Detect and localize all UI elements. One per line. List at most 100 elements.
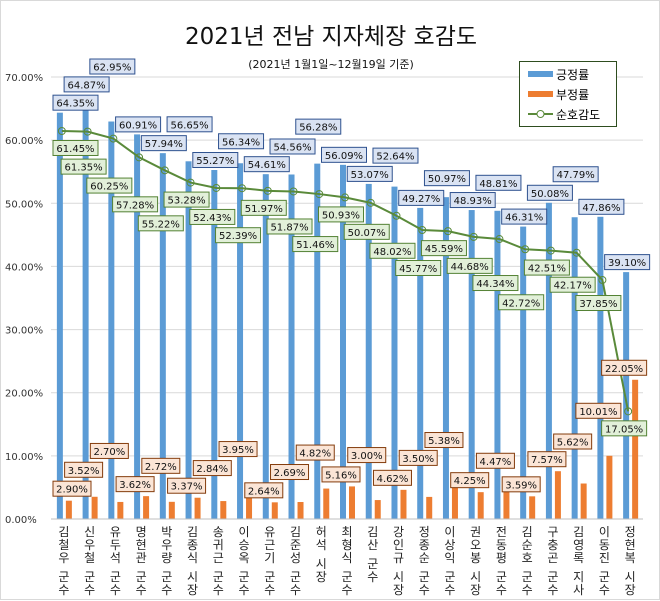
x-tick-label: 산 bbox=[367, 538, 378, 552]
x-tick-label: 종 bbox=[419, 538, 430, 552]
data-label-net-group: 37.85% bbox=[575, 295, 622, 312]
data-label-negative: 5.16% bbox=[325, 470, 357, 481]
data-label-positive-group: 50.97% bbox=[423, 170, 470, 187]
data-label-net-group: 44.34% bbox=[472, 275, 519, 292]
x-tick-label: 평 bbox=[496, 551, 507, 565]
x-tick-label: 근 bbox=[213, 551, 224, 565]
x-tick-label: 순 bbox=[522, 538, 533, 552]
data-label-positive: 60.91% bbox=[119, 120, 157, 131]
data-label-positive-group: 56.65% bbox=[166, 116, 213, 133]
data-label-negative-group: 3.95% bbox=[218, 441, 258, 458]
data-label-negative-group: 5.16% bbox=[321, 466, 361, 483]
x-tick-label: 수 bbox=[264, 583, 275, 597]
x-tick-label: 군 bbox=[110, 570, 121, 584]
bar-positive bbox=[288, 174, 295, 520]
data-label-positive-box bbox=[398, 189, 445, 206]
x-tick-label: 이 bbox=[239, 525, 250, 539]
bar-positive bbox=[262, 174, 269, 519]
x-tick-label: 군 bbox=[522, 570, 533, 584]
marker-net bbox=[186, 178, 195, 187]
data-label-negative-group: 3.00% bbox=[347, 447, 387, 464]
data-label-negative-group: 5.62% bbox=[553, 433, 593, 450]
data-label-negative-group: 3.59% bbox=[501, 476, 541, 493]
data-label-positive-box bbox=[475, 174, 522, 191]
bar-negative bbox=[246, 494, 253, 519]
x-tick-label: 승 bbox=[239, 538, 250, 552]
data-label-negative-box bbox=[64, 461, 104, 478]
data-label-negative-group: 2.69% bbox=[270, 464, 310, 481]
data-label-net: 61.45% bbox=[56, 144, 94, 155]
data-label-net: 57.28% bbox=[116, 200, 154, 211]
data-label-positive-box bbox=[52, 94, 99, 111]
data-label-net-group: 61.45% bbox=[52, 139, 99, 156]
data-label-positive-group: 50.08% bbox=[526, 184, 573, 201]
bar-positive bbox=[494, 210, 501, 519]
marker-net bbox=[418, 225, 427, 234]
data-label-net-box bbox=[86, 177, 133, 194]
data-label-positive-box bbox=[243, 156, 290, 173]
data-label-positive: 52.64% bbox=[376, 152, 414, 163]
data-label-negative-box bbox=[553, 433, 593, 450]
legend-line-marker-icon bbox=[528, 110, 553, 118]
data-label-net: 53.28% bbox=[167, 196, 205, 207]
data-label-net-group: 60.25% bbox=[86, 177, 133, 194]
marker-net bbox=[521, 245, 530, 254]
x-tick-label: 현 bbox=[625, 538, 636, 552]
x-tick-label: 수 bbox=[522, 583, 533, 597]
data-label-negative-box bbox=[475, 452, 515, 469]
data-label-negative-group: 2.90% bbox=[52, 480, 92, 497]
data-label-positive: 62.95% bbox=[93, 63, 131, 74]
x-tick-label: 록 bbox=[573, 551, 584, 565]
marker-net bbox=[392, 211, 401, 220]
marker-net bbox=[546, 246, 555, 255]
x-tick-label: 정 bbox=[419, 525, 430, 539]
bar-positive bbox=[468, 210, 475, 520]
data-label-net-group: 52.39% bbox=[215, 227, 262, 244]
legend-label-negative: 부정률 bbox=[556, 87, 590, 102]
data-label-net-box bbox=[240, 199, 287, 216]
data-label-net-box bbox=[601, 420, 648, 437]
x-tick-label: 곤 bbox=[547, 551, 558, 565]
data-label-net-group: 42.72% bbox=[498, 294, 545, 311]
x-tick-label: 김 bbox=[58, 525, 69, 539]
data-label-positive-group: 39.10% bbox=[604, 254, 651, 271]
data-label-positive-group: 64.87% bbox=[63, 76, 110, 93]
bar-positive bbox=[159, 153, 166, 520]
x-tick-label: 이 bbox=[444, 525, 455, 539]
line-net bbox=[61, 129, 630, 412]
data-label-positive-box bbox=[346, 165, 393, 182]
data-label-net: 61.35% bbox=[65, 163, 103, 174]
y-tick-label: 50.00% bbox=[5, 199, 43, 210]
data-label-positive-group: 60.91% bbox=[115, 116, 162, 133]
bar-positive bbox=[391, 186, 398, 519]
data-label-negative: 2.69% bbox=[274, 468, 306, 479]
data-label-net-group: 52.43% bbox=[189, 208, 236, 225]
x-tick-label: 군 bbox=[367, 557, 378, 571]
x-tick-label: 종 bbox=[187, 538, 198, 552]
data-label-negative: 4.82% bbox=[299, 449, 331, 460]
data-label-negative-box bbox=[372, 469, 412, 486]
data-label-positive: 50.08% bbox=[531, 189, 569, 200]
data-label-net: 51.87% bbox=[270, 222, 308, 233]
data-label-net: 48.02% bbox=[373, 247, 411, 258]
data-label-net: 44.34% bbox=[476, 279, 514, 290]
data-label-negative-box bbox=[527, 451, 567, 468]
legend-label-positive: 긍정률 bbox=[556, 67, 590, 82]
bar-positive bbox=[442, 197, 449, 519]
data-label-negative: 2.72% bbox=[145, 462, 177, 473]
data-label-negative-box bbox=[115, 476, 155, 493]
data-label-net-group: 45.59% bbox=[420, 240, 467, 257]
data-label-negative-group: 7.57% bbox=[527, 451, 567, 468]
x-tick-label: 신 bbox=[84, 525, 95, 539]
data-label-positive-group: 53.07% bbox=[346, 165, 393, 182]
bar-negative bbox=[297, 502, 304, 519]
data-label-positive: 49.27% bbox=[402, 194, 440, 205]
data-label-negative: 2.64% bbox=[248, 486, 280, 497]
marker-net bbox=[572, 248, 581, 257]
marker-net bbox=[83, 127, 92, 136]
data-label-negative-box bbox=[244, 482, 284, 499]
x-tick-label: 수 bbox=[341, 583, 352, 597]
x-tick-label: 수 bbox=[367, 570, 378, 584]
data-label-positive-box bbox=[321, 146, 367, 163]
bar-positive bbox=[623, 272, 630, 519]
